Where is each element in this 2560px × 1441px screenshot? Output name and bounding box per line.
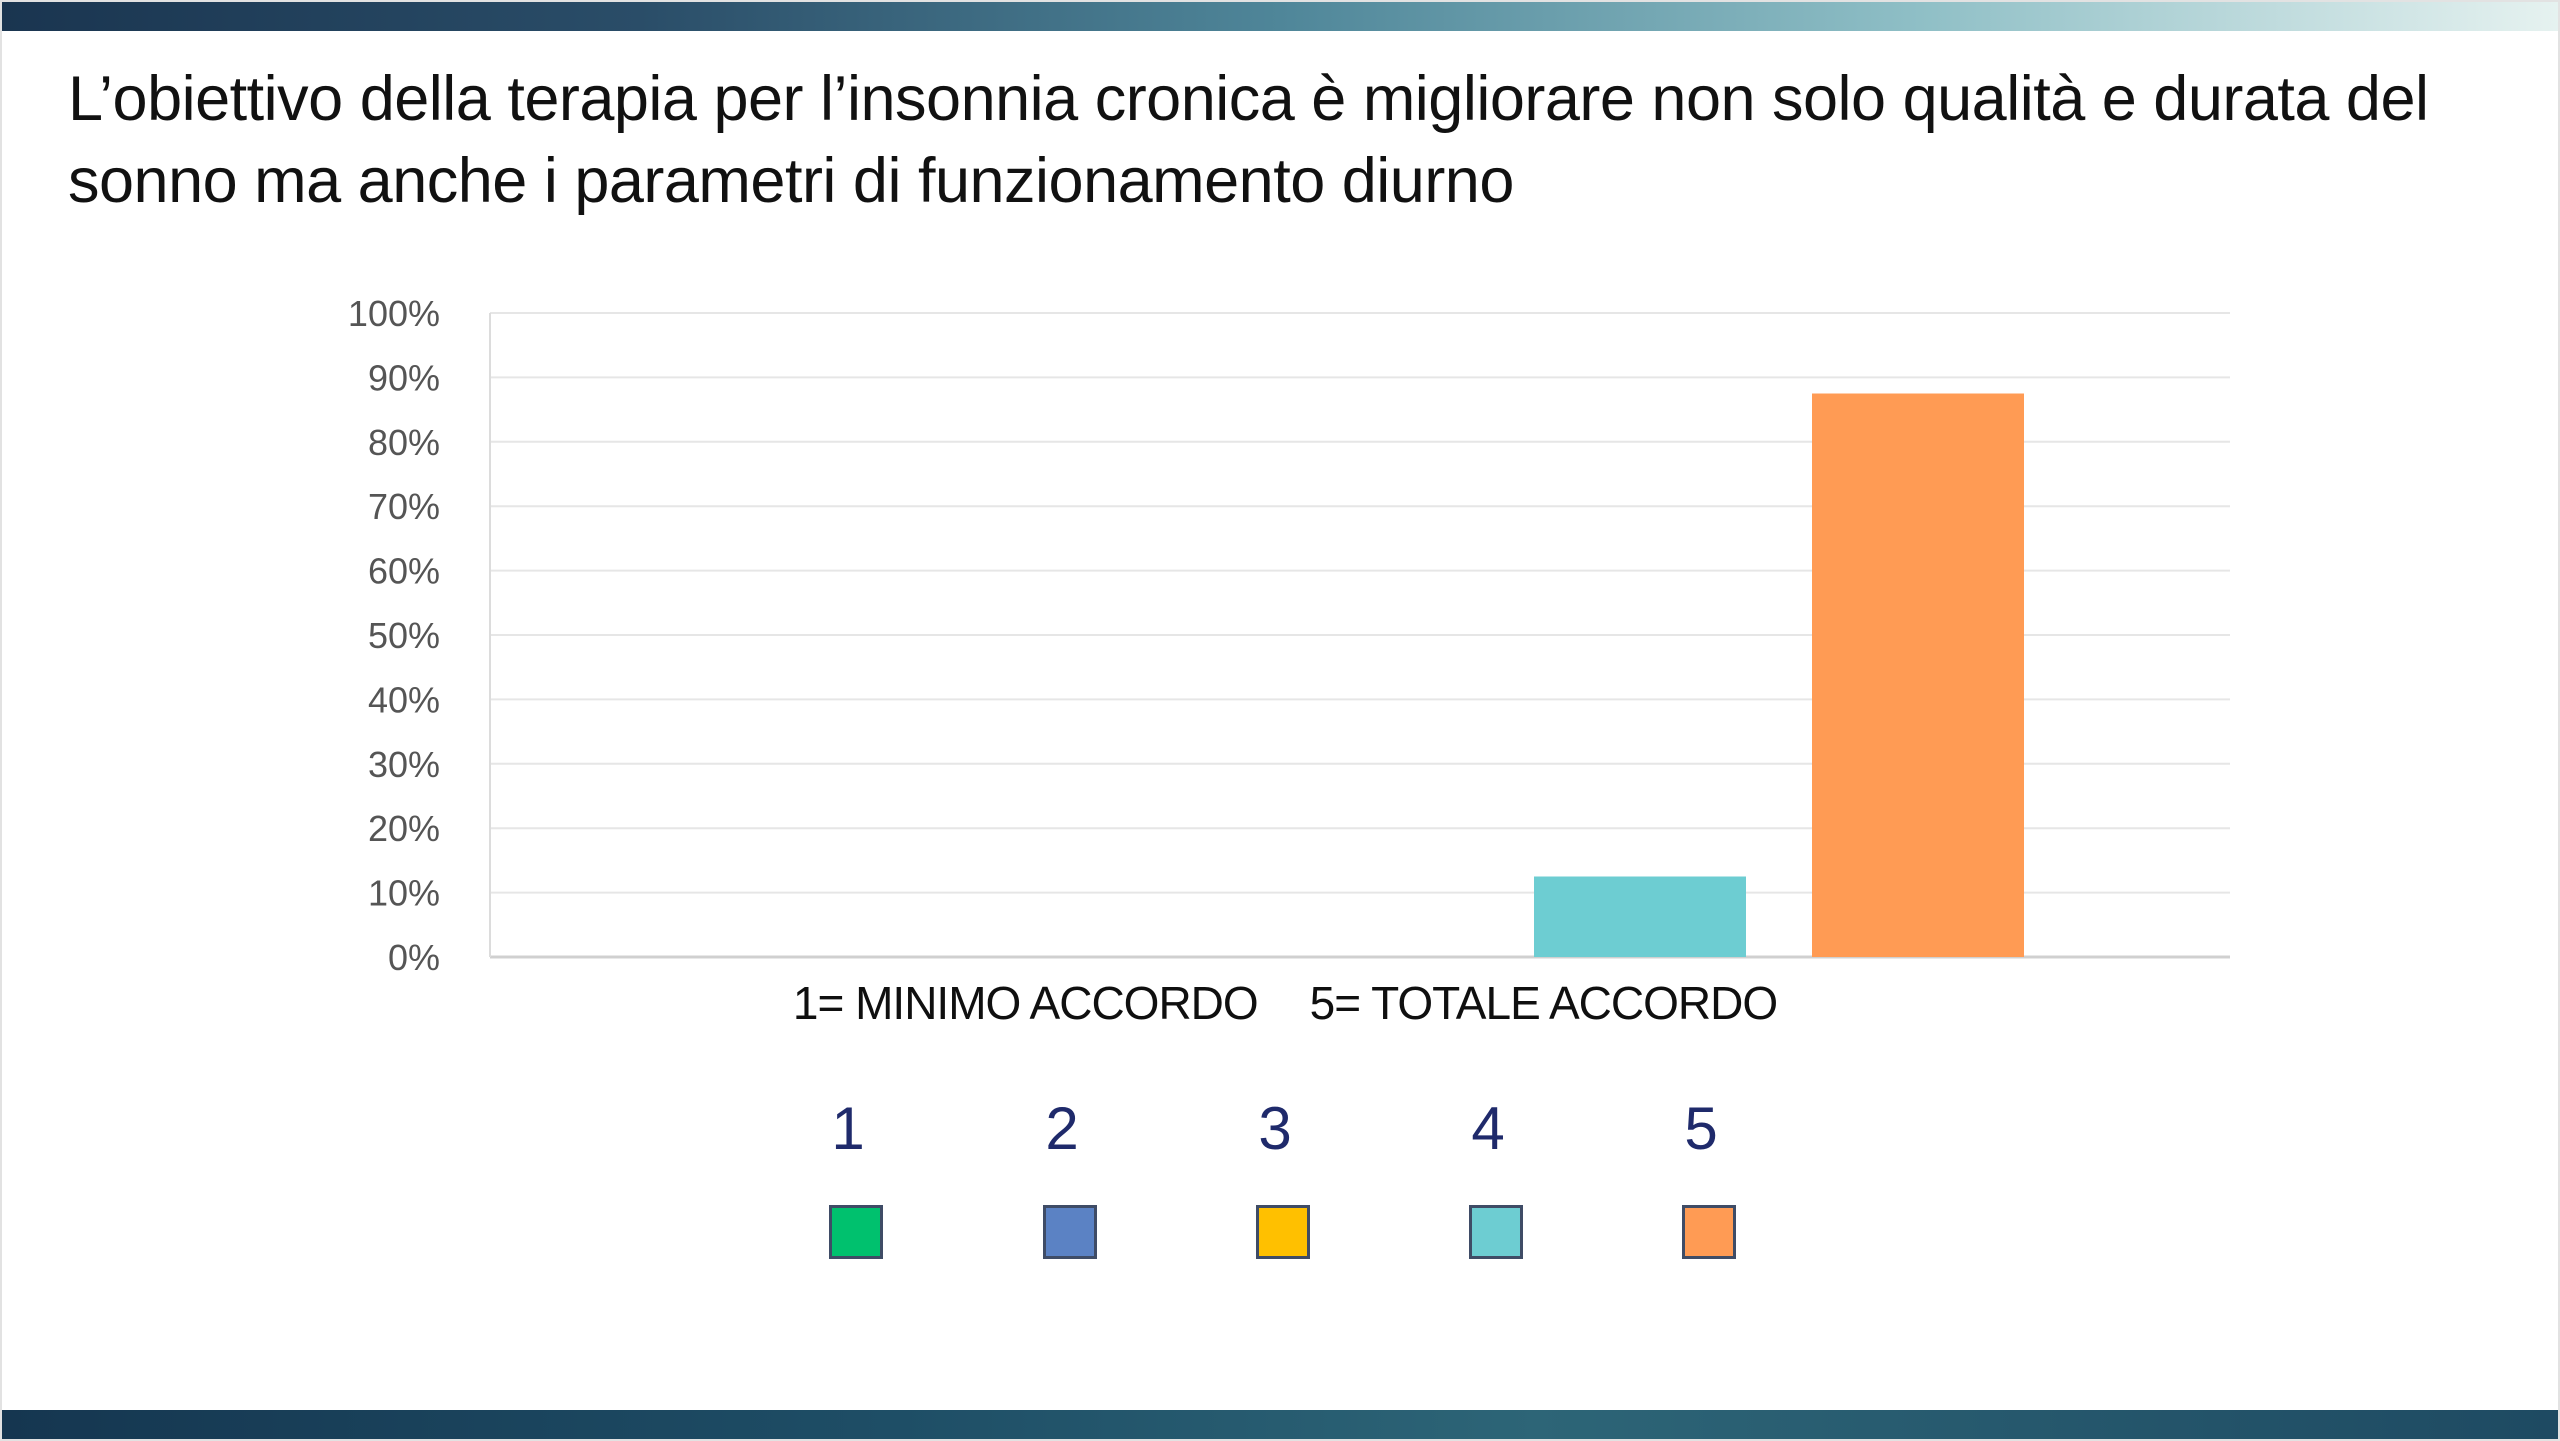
- scale-min-label: 1= MINIMO ACCORDO: [792, 977, 1259, 1029]
- legend-label-4: 4: [1471, 1095, 1505, 1162]
- bottom-decorative-band: [0, 1410, 2560, 1441]
- y-tick-label: 80%: [368, 422, 440, 463]
- slide-title: L’obiettivo della terapia per l’insonnia…: [68, 64, 2429, 216]
- y-tick-label: 20%: [368, 808, 440, 849]
- y-tick-label: 90%: [368, 357, 440, 398]
- legend-swatch-1: [829, 1205, 883, 1259]
- legend-label-2: 2: [1045, 1095, 1079, 1162]
- scale-max-label: 5= TOTALE ACCORDO: [1309, 977, 1778, 1029]
- legend-swatch-2: [1043, 1205, 1097, 1259]
- scale-caption: 1= MINIMO ACCORDO 5= TOTALE ACCORDO: [0, 976, 2560, 1030]
- legend-label-5: 5: [1684, 1095, 1718, 1162]
- y-tick-label: 40%: [368, 679, 440, 720]
- y-tick-label: 50%: [368, 615, 440, 656]
- bar-4: [1534, 876, 1746, 957]
- legend-swatch-5: [1682, 1205, 1736, 1259]
- top-decorative-band: [0, 0, 2560, 31]
- legend-label-1: 1: [831, 1095, 865, 1162]
- y-tick-label: 30%: [368, 744, 440, 785]
- legend-swatch-4: [1469, 1205, 1523, 1259]
- y-tick-label: 100%: [348, 293, 440, 334]
- legend-swatch-3: [1256, 1205, 1310, 1259]
- legend-label-3: 3: [1258, 1095, 1292, 1162]
- y-tick-label: 0%: [388, 937, 440, 978]
- bar-5: [1812, 393, 2024, 957]
- y-tick-label: 70%: [368, 486, 440, 527]
- y-tick-label: 60%: [368, 551, 440, 592]
- y-tick-label: 10%: [368, 873, 440, 914]
